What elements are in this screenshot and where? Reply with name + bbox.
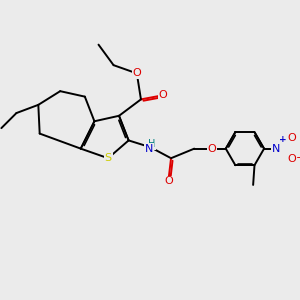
Text: S: S	[104, 153, 112, 163]
Text: O: O	[288, 133, 296, 143]
Text: −: −	[296, 153, 300, 163]
Text: +: +	[279, 135, 287, 144]
Text: O: O	[133, 68, 141, 78]
Text: N: N	[272, 144, 281, 154]
Text: O: O	[164, 176, 173, 187]
Text: H: H	[148, 139, 156, 149]
Text: O: O	[288, 154, 296, 164]
Text: N: N	[145, 144, 153, 154]
Text: O: O	[158, 90, 167, 100]
Text: O: O	[208, 144, 217, 154]
